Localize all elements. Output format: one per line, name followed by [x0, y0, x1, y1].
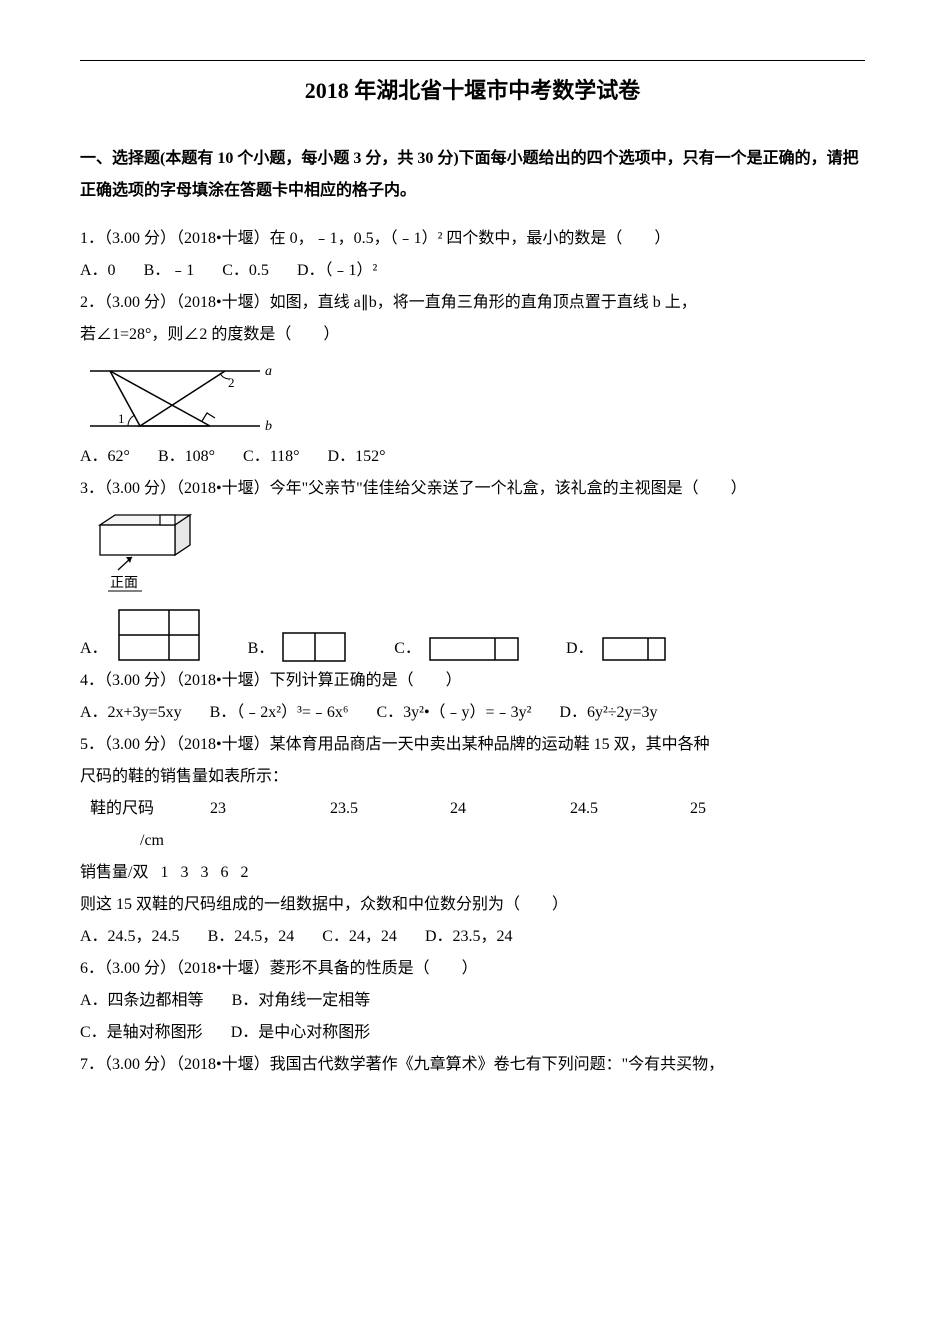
q1-opt-a: A．0: [80, 262, 116, 279]
q5-stem-1: 5．（3.00 分）（2018•十堰）某体育用品商店一天中卖出某种品牌的运动鞋 …: [80, 729, 865, 761]
q2-stem-1: 2．（3.00 分）（2018•十堰）如图，直线 a∥b，将一直角三角形的直角顶…: [80, 287, 865, 319]
q6-opt-d: D．是中心对称图形: [231, 1024, 371, 1041]
q5-sales-row: 销售量/双 1 3 3 6 2: [80, 857, 865, 889]
q2-label-2: 2: [228, 375, 235, 390]
q5-table-header: 鞋的尺码: [90, 793, 210, 825]
q4-opt-b: B．（﹣2x²）³=﹣6x⁶: [210, 704, 349, 721]
q3-options: A． B． C． D．: [80, 605, 865, 665]
q3-opt-c-icon: [427, 635, 522, 665]
q6-opt-c: C．是轴对称图形: [80, 1024, 203, 1041]
q5-size-0: 23: [210, 793, 330, 825]
q1-opt-c: C．0.5: [222, 262, 269, 279]
q6-options-2: C．是轴对称图形 D．是中心对称图形: [80, 1017, 865, 1049]
q4-stem: 4．（3.00 分）（2018•十堰）下列计算正确的是（ ）: [80, 665, 865, 697]
q3-opt-b-label: B．: [248, 633, 275, 665]
q5-sales-1: 3: [180, 864, 188, 881]
q2-label-b: b: [265, 419, 272, 434]
q5-size-1: 23.5: [330, 793, 450, 825]
q6-stem: 6．（3.00 分）（2018•十堰）菱形不具备的性质是（ ）: [80, 953, 865, 985]
q5-opt-b: B．24.5，24: [208, 928, 295, 945]
q3-stem: 3．（3.00 分）（2018•十堰）今年"父亲节"佳佳给父亲送了一个礼盒，该礼…: [80, 473, 865, 505]
section-header: 一、选择题(本题有 10 个小题，每小题 3 分，共 30 分)下面每小题给出的…: [80, 143, 865, 207]
q4-opt-a: A．2x+3y=5xy: [80, 704, 182, 721]
q2-opt-b: B．108°: [158, 448, 215, 465]
q3-opt-c-label: C．: [394, 633, 421, 665]
q6-opt-b: B．对角线一定相等: [232, 992, 371, 1009]
q6-opt-a: A．四条边都相等: [80, 992, 204, 1009]
q2-options: A．62° B．108° C．118° D．152°: [80, 441, 865, 473]
q3-solid-figure: 正面: [80, 505, 865, 605]
q5-table-header-row: 鞋的尺码 23 23.5 24 24.5 25: [80, 793, 865, 825]
q4-options: A．2x+3y=5xy B．（﹣2x²）³=﹣6x⁶ C．3y²•（﹣y）=﹣3…: [80, 697, 865, 729]
q2-opt-a: A．62°: [80, 448, 130, 465]
q3-opt-b-icon: [280, 630, 350, 665]
q2-stem-2: 若∠1=28°，则∠2 的度数是（ ）: [80, 319, 865, 351]
q1-opt-b: B．﹣1: [144, 262, 195, 279]
q1-stem: 1．（3.00 分）（2018•十堰）在 0，﹣1，0.5，（﹣1）² 四个数中…: [80, 223, 865, 255]
q4-opt-d: D．6y²÷2y=3y: [559, 704, 657, 721]
q5-stem-3: 则这 15 双鞋的尺码组成的一组数据中，众数和中位数分别为（ ）: [80, 889, 865, 921]
q2-figure: a b 1 2: [80, 351, 865, 441]
q2-opt-c: C．118°: [243, 448, 299, 465]
q3-opt-a-label: A．: [80, 633, 108, 665]
q5-sales-4: 2: [240, 864, 248, 881]
q2-opt-d: D．152°: [328, 448, 386, 465]
q5-opt-d: D．23.5，24: [425, 928, 513, 945]
page-title: 2018 年湖北省十堰市中考数学试卷: [80, 60, 865, 113]
q5-opt-a: A．24.5，24.5: [80, 928, 180, 945]
q5-sales-0: 1: [160, 864, 168, 881]
q5-stem-2: 尺码的鞋的销售量如表所示：: [80, 761, 865, 793]
q4-opt-c: C．3y²•（﹣y）=﹣3y²: [376, 704, 531, 721]
q5-table-unit: /cm: [80, 825, 865, 857]
q6-options-1: A．四条边都相等 B．对角线一定相等: [80, 985, 865, 1017]
q3-opt-d-label: D．: [566, 633, 594, 665]
q3-opt-d-icon: [600, 635, 670, 665]
q5-size-3: 24.5: [570, 793, 690, 825]
q5-sales-2: 3: [200, 864, 208, 881]
q1-opt-d: D．（﹣1）²: [297, 262, 377, 279]
q2-label-a: a: [265, 364, 272, 379]
q1-options: A．0 B．﹣1 C．0.5 D．（﹣1）²: [80, 255, 865, 287]
q5-size-2: 24: [450, 793, 570, 825]
q5-sales-3: 6: [220, 864, 228, 881]
q3-opt-a-icon: [114, 605, 204, 665]
q5-sales-label: 销售量/双: [80, 864, 148, 881]
q5-options: A．24.5，24.5 B．24.5，24 C．24，24 D．23.5，24: [80, 921, 865, 953]
q5-size-4: 25: [690, 793, 810, 825]
q2-label-1: 1: [118, 411, 125, 426]
q5-opt-c: C．24，24: [322, 928, 397, 945]
q3-front-label: 正面: [110, 576, 138, 591]
q7-stem: 7．（3.00 分）（2018•十堰）我国古代数学著作《九章算术》卷七有下列问题…: [80, 1049, 865, 1081]
